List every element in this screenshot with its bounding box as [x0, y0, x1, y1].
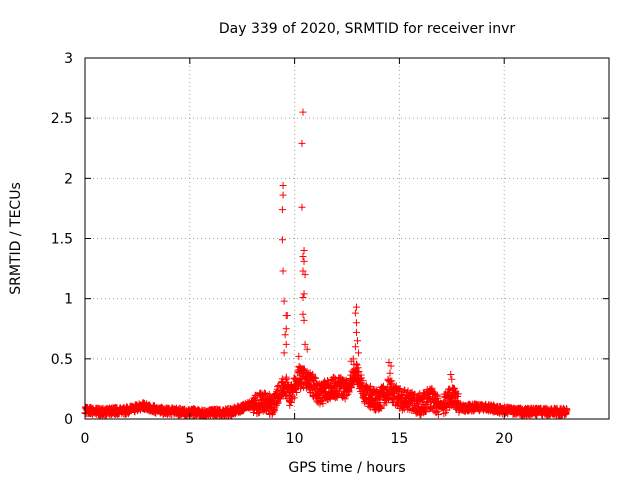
y-tick-label: 1 — [64, 292, 73, 308]
data-point — [355, 349, 363, 357]
data-point — [352, 319, 360, 327]
data-point — [279, 267, 287, 275]
data-point — [278, 206, 286, 214]
data-point — [377, 404, 385, 412]
data-point — [282, 325, 290, 333]
y-tick-label: 0.5 — [51, 352, 73, 368]
data-point — [386, 369, 394, 377]
data-point — [352, 303, 360, 311]
data-point — [312, 374, 320, 382]
data-point — [330, 373, 338, 381]
data-point — [359, 377, 367, 385]
y-tick-label: 0 — [64, 412, 73, 428]
data-point — [287, 398, 295, 406]
data-point — [280, 297, 288, 305]
data-point — [280, 349, 288, 357]
data-point — [298, 379, 306, 387]
data-point — [301, 271, 309, 279]
x-tick-label: 15 — [390, 431, 408, 447]
data-point — [434, 411, 442, 419]
data-point — [299, 253, 307, 261]
data-point — [298, 139, 306, 147]
data-point — [385, 358, 393, 366]
data-point — [354, 364, 362, 372]
data-point — [352, 328, 360, 336]
data-point — [299, 267, 307, 275]
y-tick-label: 3 — [64, 51, 73, 67]
data-point — [300, 290, 308, 298]
data-point — [377, 403, 385, 411]
data-point — [563, 405, 571, 413]
data-point — [375, 394, 383, 402]
data-point — [352, 360, 360, 368]
data-point — [300, 257, 308, 265]
data-point — [347, 357, 355, 365]
data-point — [300, 316, 308, 324]
data-point — [303, 345, 311, 353]
data-point — [299, 108, 307, 116]
data-point — [282, 375, 290, 383]
data-point — [295, 352, 303, 360]
x-tick-label: 5 — [185, 431, 194, 447]
data-point — [447, 370, 455, 378]
y-tick-label: 1.5 — [51, 232, 73, 248]
data-point — [279, 182, 287, 190]
data-point — [299, 310, 307, 318]
x-tick-label: 20 — [495, 431, 513, 447]
data-point — [454, 390, 462, 398]
data-point — [279, 191, 287, 199]
data-point — [411, 390, 419, 398]
data-point — [274, 383, 282, 391]
data-point — [281, 331, 289, 339]
data-point — [388, 377, 396, 385]
y-tick-label: 2.5 — [51, 111, 73, 127]
x-axis-label: GPS time / hours — [288, 460, 405, 476]
data-point — [290, 394, 298, 402]
y-axis-label: SRMTID / TECUs — [8, 182, 24, 295]
data-point — [351, 343, 359, 351]
data-point — [353, 337, 361, 345]
data-point — [283, 312, 291, 320]
data-point — [351, 309, 359, 317]
data-point — [301, 340, 309, 348]
data-point — [282, 340, 290, 348]
data-point — [434, 394, 442, 402]
x-tick-label: 10 — [286, 431, 304, 447]
data-point — [319, 400, 327, 408]
data-point — [341, 395, 349, 403]
data-point — [293, 389, 301, 397]
plot-frame — [84, 57, 610, 420]
data-point — [278, 236, 286, 244]
data-point — [448, 375, 456, 383]
data-point — [396, 385, 404, 393]
data-point — [387, 362, 395, 370]
data-point — [298, 203, 306, 211]
chart-title: Day 339 of 2020, SRMTID for receiver inv… — [219, 21, 515, 37]
data-point — [300, 247, 308, 255]
x-tick-label: 0 — [81, 431, 90, 447]
data-point — [299, 293, 307, 301]
y-tick-label: 2 — [64, 171, 73, 187]
